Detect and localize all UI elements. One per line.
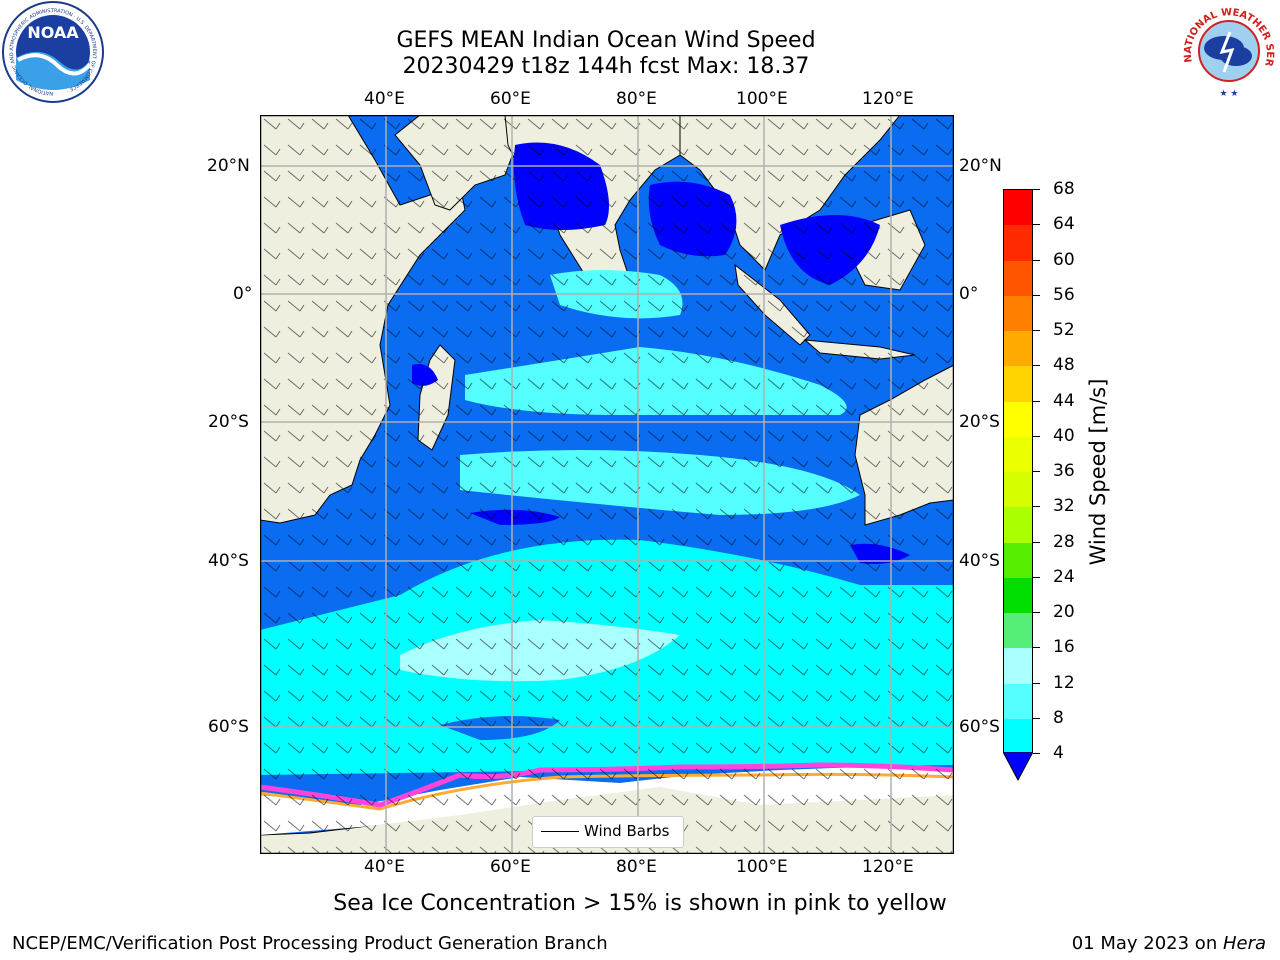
colorbar-tick-label: 40 (1053, 425, 1075, 446)
colorbar-cell (1004, 401, 1032, 438)
colorbar-tick-mark (1033, 294, 1040, 296)
colorbar-tick-label: 32 (1053, 496, 1075, 517)
lon-label-bottom-60e: 60°E (490, 857, 531, 877)
legend-label: Wind Barbs (584, 822, 670, 840)
footer-date: 01 May 2023 on (1071, 933, 1223, 954)
legend-line-icon (541, 831, 579, 832)
colorbar-cell (1004, 542, 1032, 579)
colorbar-tick-mark (1033, 189, 1040, 190)
lat-label-left-20n: 20°N (207, 156, 250, 176)
footer-host: Hera (1222, 933, 1266, 954)
map-title-line2: 20230429 t18z 144h fcst Max: 18.37 (402, 54, 810, 79)
colorbar-tick-label: 28 (1053, 531, 1075, 552)
colorbar-tick-label: 8 (1053, 707, 1064, 728)
colorbar-tick-mark (1033, 753, 1040, 754)
lon-label-bottom-40e: 40°E (364, 857, 405, 877)
noaa-logo-text: NOAA (27, 23, 79, 42)
lon-label-top-40e: 40°E (364, 89, 405, 109)
colorbar-tick-label: 44 (1053, 390, 1075, 411)
colorbar-tick-label: 36 (1053, 461, 1075, 481)
lat-label-left-60s: 60°S (208, 717, 249, 737)
colorbar-cell (1004, 613, 1032, 649)
colorbar-tick-label: 12 (1053, 672, 1075, 693)
colorbar-tick-label: 20 (1053, 602, 1075, 622)
lon-label-bottom-120e: 120°E (862, 857, 914, 877)
colorbar-tick-label: 60 (1053, 249, 1075, 270)
lon-label-bottom-100e: 100°E (736, 857, 788, 877)
colorbar-tick-mark (1033, 541, 1040, 543)
colorbar-tick-mark (1033, 647, 1040, 649)
colorbar-tick-label: 56 (1053, 284, 1075, 305)
colorbar-tick-mark (1033, 576, 1040, 578)
lon-label-top-60e: 60°E (490, 89, 531, 109)
wind-barbs-legend: Wind Barbs (532, 816, 684, 848)
colorbar-tick-label: 24 (1053, 566, 1075, 587)
colorbar-tick-mark (1033, 612, 1040, 613)
colorbar-cell (1004, 436, 1032, 473)
nws-logo: NATIONAL WEATHER SERVICE ★ ★ (1178, 0, 1278, 100)
svg-text:★ ★: ★ ★ (1220, 89, 1239, 99)
lat-label-right-0: 0° (959, 284, 979, 304)
colorbar-cell (1004, 366, 1032, 402)
colorbar-cell (1004, 718, 1032, 755)
colorbar-tick-label: 52 (1053, 320, 1075, 340)
colorbar (1003, 189, 1033, 755)
colorbar-cell (1004, 648, 1032, 684)
gridlines (260, 115, 954, 854)
lat-label-left-20s: 20°S (208, 412, 249, 432)
lat-label-right-20n: 20°N (959, 156, 1002, 176)
colorbar-tick-mark (1033, 365, 1040, 367)
colorbar-tick-mark (1033, 400, 1040, 402)
map-title-line1: GEFS MEAN Indian Ocean Wind Speed (396, 28, 816, 53)
colorbar-tick-label: 4 (1053, 743, 1064, 763)
colorbar-tick-mark (1033, 330, 1040, 331)
lon-label-top-120e: 120°E (862, 89, 914, 109)
lon-label-top-80e: 80°E (616, 89, 657, 109)
sea-ice-caption: Sea Ice Concentration > 15% is shown in … (333, 891, 947, 916)
colorbar-extend-triangle (1003, 752, 1033, 782)
lat-label-right-40s: 40°S (959, 551, 1000, 571)
lon-label-bottom-80e: 80°E (616, 857, 657, 877)
lat-label-left-40s: 40°S (208, 551, 249, 571)
colorbar-tick-label: 64 (1053, 214, 1075, 235)
colorbar-cell (1004, 225, 1032, 261)
colorbar-cell (1004, 577, 1032, 614)
colorbar-tick-mark (1033, 717, 1040, 719)
colorbar-tick-mark (1033, 435, 1040, 437)
colorbar-label: Wind Speed [m/s] (1086, 378, 1110, 566)
colorbar-tick-mark (1033, 682, 1040, 684)
colorbar-tick-label: 48 (1053, 355, 1075, 376)
colorbar-tick-mark (1033, 506, 1040, 508)
colorbar-tick-label: 16 (1053, 637, 1075, 658)
colorbar-tick-label: 68 (1053, 179, 1075, 199)
colorbar-cell (1004, 507, 1032, 543)
colorbar-tick-mark (1033, 224, 1040, 226)
colorbar-cell (1004, 190, 1032, 226)
colorbar-cell (1004, 472, 1032, 508)
lat-label-right-20s: 20°S (959, 412, 1000, 432)
colorbar-tick-mark (1033, 471, 1040, 472)
footer-right: 01 May 2023 on Hera (1072, 933, 1266, 954)
colorbar-tick-mark (1033, 259, 1040, 261)
colorbar-cell (1004, 683, 1032, 720)
colorbar-cell (1004, 260, 1032, 297)
colorbar-cell (1004, 331, 1032, 367)
lon-label-top-100e: 100°E (736, 89, 788, 109)
wind-speed-map (260, 115, 954, 854)
noaa-logo: NOAA NATIONAL OCEANIC AND ATMOSPHERIC AD… (2, 1, 104, 103)
lat-label-left-0: 0° (233, 284, 253, 304)
wind-barbs-field (260, 115, 954, 854)
footer-left: NCEP/EMC/Verification Post Processing Pr… (12, 933, 608, 954)
lat-label-right-60s: 60°S (959, 717, 1000, 737)
colorbar-cell (1004, 295, 1032, 332)
